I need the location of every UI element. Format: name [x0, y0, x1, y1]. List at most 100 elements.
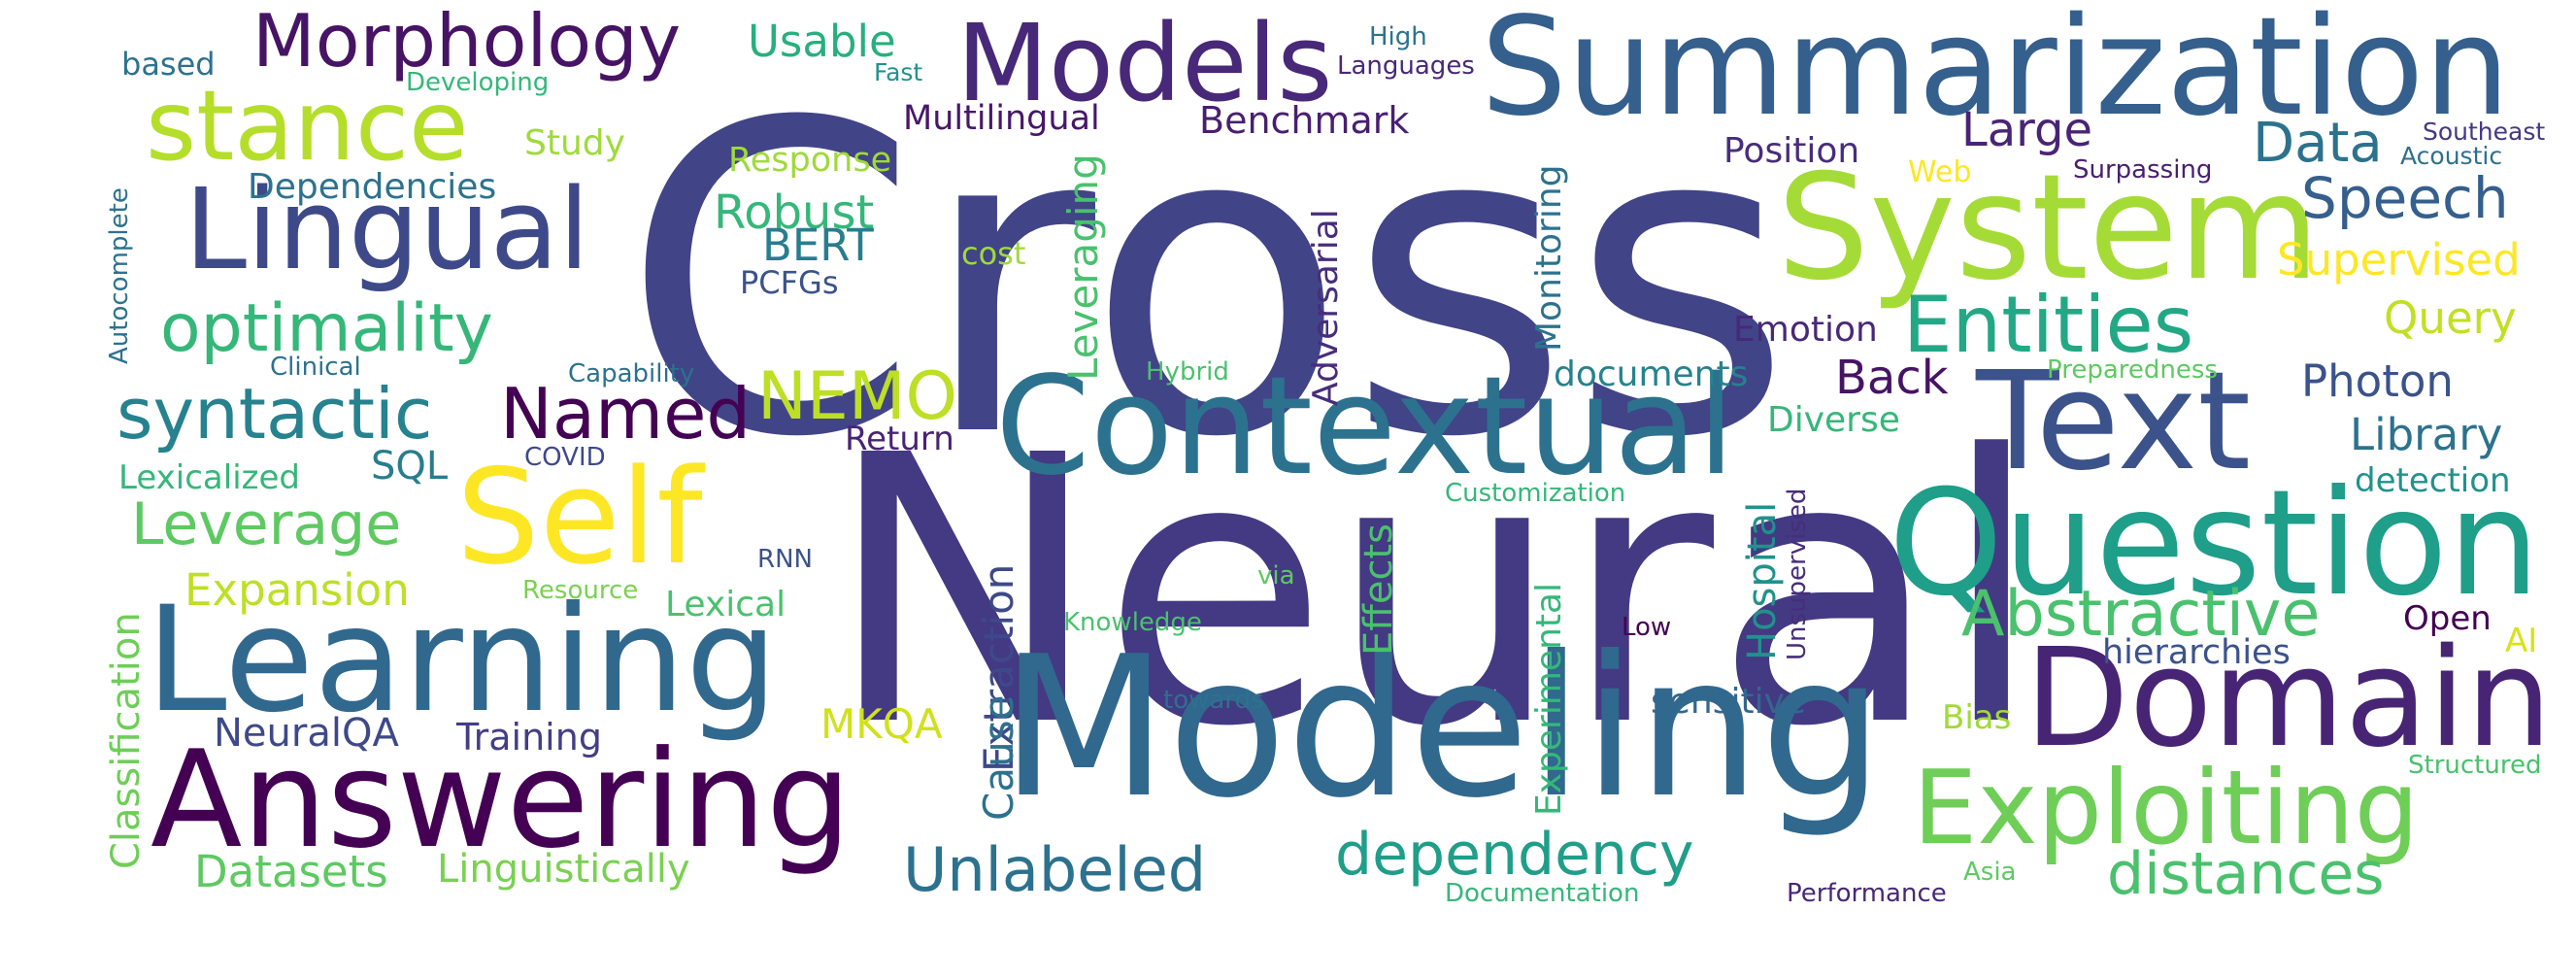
word: Neural: [825, 377, 2043, 807]
word: stance: [146, 69, 469, 183]
word: Models: [956, 1, 1333, 125]
word: Performance: [1787, 879, 1947, 908]
word: based: [121, 46, 216, 83]
word: Training: [456, 716, 602, 759]
word: Datasets: [194, 846, 388, 897]
word: Acoustic: [2400, 142, 2503, 170]
word: syntactic: [117, 373, 433, 455]
word: BERT: [762, 219, 874, 271]
word: Lexical: [665, 585, 786, 624]
word: Structured: [2408, 751, 2542, 780]
word: Question: [1889, 459, 2540, 628]
word: Bias: [1942, 698, 2012, 737]
word: Surpassing: [2073, 155, 2213, 185]
word: NEMO: [757, 358, 958, 435]
word: hierarchies: [2102, 633, 2291, 672]
word: Robust: [714, 185, 875, 240]
word: Data: [2253, 112, 2383, 175]
word: Entities: [1903, 280, 2194, 370]
word: Unsupervised: [1783, 488, 1812, 660]
word: Open: [2403, 599, 2492, 638]
word: Large: [1961, 103, 2093, 157]
word: Languages: [1337, 51, 1475, 81]
word: Clinical: [270, 353, 361, 382]
word: Photon: [2301, 355, 2454, 407]
word: Exploiting: [1913, 749, 2420, 867]
word: Cause: [975, 694, 1022, 821]
word: Supervised: [2277, 234, 2521, 286]
word: Diverse: [1767, 400, 1900, 440]
word: Leveraging: [1059, 153, 1107, 381]
word: Learning: [146, 576, 779, 745]
word: System: [1777, 144, 2321, 313]
word: Multilingual: [903, 99, 1100, 138]
word: Hybrid: [1146, 357, 1229, 387]
word: sensitive: [1651, 682, 1807, 722]
word: Emotion: [1733, 310, 1878, 350]
word: Leverage: [131, 490, 402, 558]
word: Classification: [104, 612, 149, 869]
word: Answering: [151, 722, 852, 878]
word: Southeast: [2423, 118, 2546, 146]
word: Return: [845, 420, 954, 458]
word: Dependencies: [248, 167, 497, 207]
word: Summarization: [1481, 0, 2511, 147]
word: Domain: [2024, 620, 2553, 778]
word: Abstractive: [1961, 578, 2321, 651]
word: Preparedness: [2047, 355, 2218, 385]
word: Lingual: [184, 165, 590, 295]
word: Study: [524, 123, 625, 163]
word: dependency: [1335, 821, 1694, 889]
word: Speech: [2301, 165, 2509, 231]
word: RNN: [757, 545, 813, 574]
word: Effects: [1356, 523, 1401, 656]
word: High: [1369, 22, 1427, 51]
word: Benchmark: [1199, 99, 1410, 142]
word: Response: [728, 141, 892, 180]
word: cost: [961, 235, 1026, 272]
word: Self: [456, 441, 703, 593]
word: Adversarial: [1306, 209, 1346, 406]
word: Knowledge: [1063, 608, 1202, 637]
word: PCFGs: [740, 264, 839, 301]
word: distances: [2107, 840, 2385, 908]
word: AI: [2505, 622, 2538, 660]
word: Modeling: [1000, 615, 1884, 841]
word: Query: [2384, 292, 2517, 344]
word: documents: [1554, 354, 1749, 394]
word: Library: [2350, 409, 2503, 460]
word: Expansion: [184, 564, 410, 616]
word: Unlabeled: [903, 834, 1207, 905]
word: Hospital: [1740, 501, 1785, 660]
word: Monitoring: [1529, 164, 1569, 352]
word: SQL: [371, 444, 449, 489]
word: Capability: [568, 359, 695, 388]
word: detection: [2355, 461, 2511, 500]
word: MKQA: [820, 700, 943, 748]
word: optimality: [160, 290, 493, 367]
word: Named: [500, 373, 752, 455]
word: Low: [1622, 613, 1672, 642]
word: Experimental: [1529, 582, 1569, 816]
word: Back: [1835, 351, 1949, 405]
word: NeuralQA: [214, 711, 399, 756]
word: Autocomplete: [105, 187, 134, 364]
word: Resource: [522, 576, 639, 605]
word: towards: [1163, 686, 1264, 715]
word: Cross: [621, 33, 1793, 530]
word: COVID: [524, 443, 606, 472]
word: via: [1257, 561, 1295, 590]
word: Customization: [1445, 479, 1626, 508]
word: Fast: [874, 58, 923, 86]
word: Developing: [406, 68, 550, 97]
word: Asia: [1963, 858, 2017, 887]
word: Web: [1908, 155, 1972, 189]
word: Morphology: [252, 0, 682, 84]
word: Contextual: [995, 348, 1735, 506]
word: Text: [1976, 343, 2252, 501]
word: Linguistically: [437, 847, 690, 892]
word: Position: [1723, 131, 1860, 171]
word: Usable: [748, 16, 896, 67]
word: Lexicalized: [118, 458, 300, 497]
